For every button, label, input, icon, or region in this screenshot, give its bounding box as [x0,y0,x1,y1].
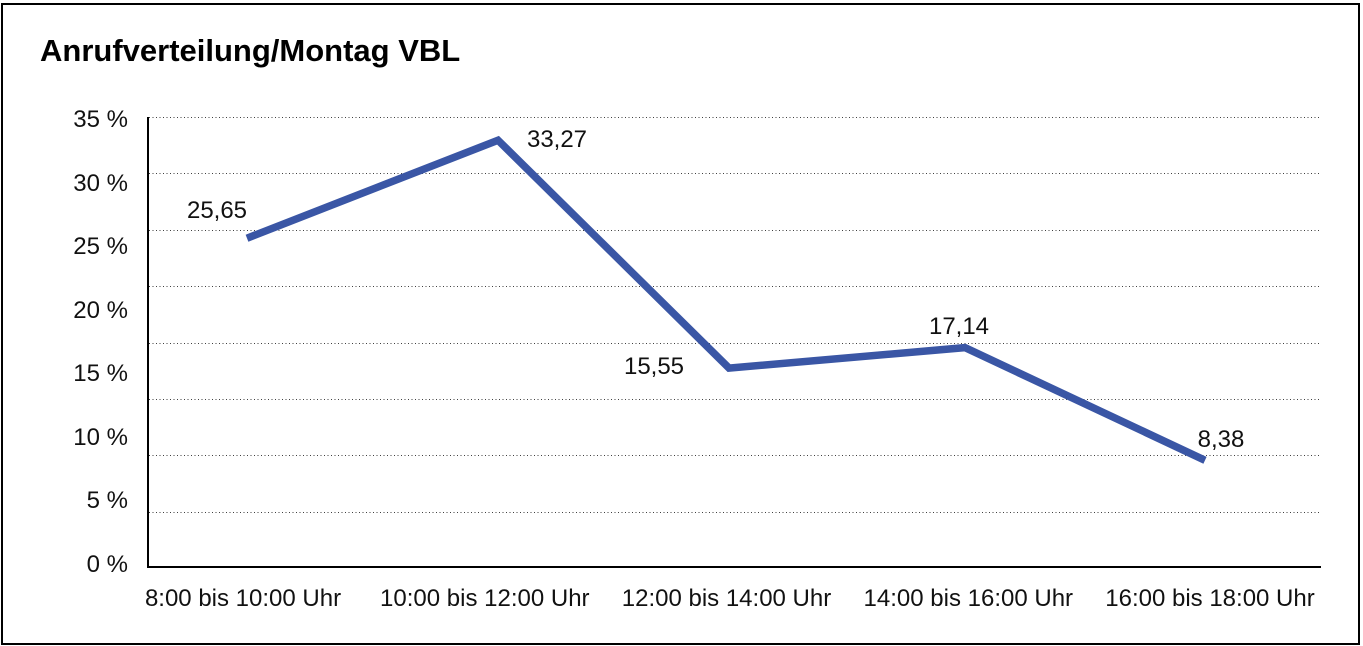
trend-line [245,135,1207,464]
data-label: 17,14 [928,313,990,340]
data-label: 8,38 [1197,426,1245,453]
x-axis-label: 12:00 bis 14:00 Uhr [621,585,832,612]
gridline [149,173,1321,175]
y-axis-label: 20 % [73,296,128,324]
data-label: 33,27 [526,126,588,153]
gridline [149,455,1321,457]
plot-area [147,117,1321,568]
gridline [149,342,1321,344]
data-label: 25,65 [186,197,248,224]
y-axis-label: 15 % [73,360,128,387]
x-axis-label: 8:00 bis 10:00 Uhr [144,585,342,612]
x-axis-label: 16:00 bis 18:00 Uhr [1105,585,1315,612]
chart-title: Anrufverteilung/Montag VBL [40,33,461,68]
gridline [149,511,1321,513]
trend-line-layer [245,135,1207,464]
gridline [149,398,1321,400]
y-axis-label: 35 % [73,106,128,133]
gridline [149,229,1321,231]
y-axis-label: 5 % [86,487,128,514]
x-axis-label: 10:00 bis 12:00 Uhr [380,585,590,612]
y-axis-label: 10 % [73,423,128,451]
y-axis-label: 25 % [73,233,128,260]
gridline [149,286,1321,288]
gridline [149,117,1321,118]
y-axis-label: 30 % [73,169,128,197]
x-axis-label: 14:00 bis 16:00 Uhr [863,585,1074,612]
data-label: 15,55 [623,353,685,380]
y-axis-label: 0 % [86,550,128,578]
